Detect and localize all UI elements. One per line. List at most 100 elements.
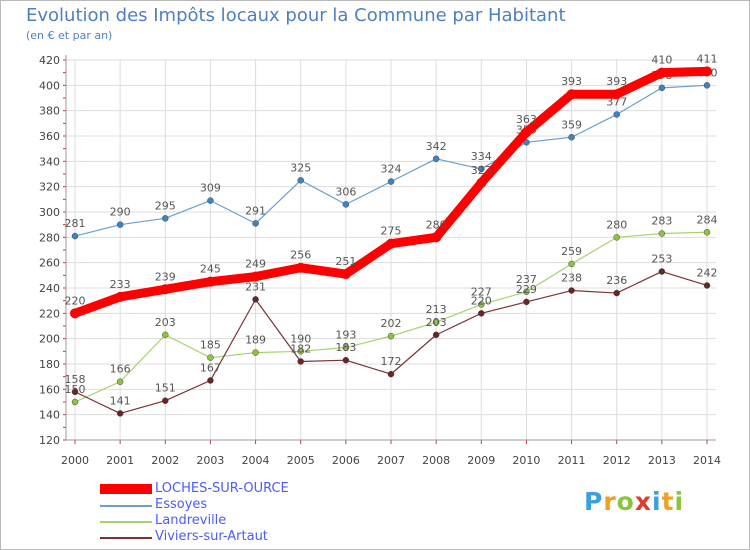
- data-point-loches-sur-ource: [656, 67, 667, 78]
- data-point-essoyes: [432, 155, 440, 163]
- data-point-viviers-sur-artaut: [658, 268, 666, 275]
- data-point-essoyes: [478, 165, 485, 173]
- data-label-essoyes: 377: [606, 95, 627, 108]
- data-point-viviers-sur-artaut: [568, 287, 575, 294]
- data-point-viviers-sur-artaut: [387, 370, 395, 378]
- data-label-essoyes: 309: [200, 182, 221, 195]
- data-label-viviers-sur-artaut: 229: [516, 283, 537, 296]
- data-point-essoyes: [297, 177, 304, 184]
- data-label-landreville: 280: [606, 218, 627, 231]
- y-tick-label: 180: [39, 358, 60, 371]
- data-label-landreville: 185: [200, 339, 221, 352]
- data-point-landreville: [568, 260, 575, 268]
- data-point-loches-sur-ource: [295, 262, 306, 273]
- x-tick-label: 2007: [377, 454, 405, 467]
- data-label-loches-sur-ource: 393: [561, 75, 582, 88]
- data-point-landreville: [658, 230, 666, 237]
- data-label-landreville: 259: [561, 245, 582, 258]
- data-label-essoyes: 281: [65, 217, 86, 230]
- data-point-viviers-sur-artaut: [432, 331, 440, 339]
- data-label-viviers-sur-artaut: 141: [110, 394, 131, 407]
- data-label-viviers-sur-artaut: 203: [426, 316, 447, 329]
- data-label-viviers-sur-artaut: 172: [381, 355, 402, 368]
- y-tick-label: 340: [39, 155, 60, 168]
- data-label-viviers-sur-artaut: 242: [697, 266, 718, 279]
- legend-label-loches: LOCHES-SUR-OURCE: [155, 481, 289, 496]
- data-label-loches-sur-ource: 411: [697, 52, 718, 65]
- data-label-viviers-sur-artaut: 238: [561, 272, 582, 285]
- data-point-viviers-sur-artaut: [478, 310, 485, 317]
- x-tick-label: 2006: [332, 454, 360, 467]
- data-point-landreville: [342, 344, 350, 351]
- data-point-landreville: [297, 348, 304, 355]
- data-point-landreville: [523, 288, 530, 296]
- data-point-essoyes: [116, 221, 124, 228]
- logo-letter: P: [584, 487, 604, 516]
- data-point-viviers-sur-artaut: [207, 377, 214, 384]
- legend-swatch-essoyes: [100, 505, 152, 507]
- data-point-viviers-sur-artaut: [342, 356, 350, 364]
- data-point-essoyes: [207, 197, 214, 204]
- data-label-landreville: 284: [697, 213, 718, 226]
- logo-letter: r: [603, 487, 617, 516]
- data-point-loches-sur-ource: [702, 66, 712, 77]
- y-tick-label: 380: [39, 105, 60, 118]
- data-point-essoyes: [613, 111, 620, 118]
- data-label-viviers-sur-artaut: 182: [290, 342, 311, 355]
- data-point-loches-sur-ource: [386, 238, 396, 249]
- data-label-viviers-sur-artaut: 151: [155, 382, 176, 395]
- data-label-landreville: 227: [471, 285, 492, 298]
- data-point-landreville: [116, 378, 124, 385]
- data-point-essoyes: [658, 84, 666, 92]
- x-tick-label: 2003: [196, 454, 224, 467]
- x-tick-label: 2005: [287, 454, 315, 467]
- logo-letter: o: [616, 487, 635, 516]
- data-label-loches-sur-ource: 280: [426, 218, 447, 231]
- data-label-viviers-sur-artaut: 231: [245, 280, 266, 293]
- data-point-landreville: [71, 398, 79, 406]
- data-point-essoyes: [387, 178, 395, 185]
- data-label-landreville: 203: [155, 316, 176, 329]
- y-tick-label: 300: [39, 206, 60, 219]
- proxiti-logo[interactable]: Proxiti: [584, 487, 684, 516]
- data-label-loches-sur-ource: 245: [200, 263, 221, 276]
- data-point-viviers-sur-artaut: [613, 289, 620, 297]
- data-label-loches-sur-ource: 275: [381, 225, 402, 238]
- data-label-loches-sur-ource: 323: [471, 164, 492, 177]
- data-point-loches-sur-ource: [521, 127, 532, 138]
- x-tick-label: 2014: [693, 454, 721, 467]
- data-point-landreville: [207, 354, 214, 361]
- data-label-essoyes: 359: [561, 118, 582, 131]
- y-tick-label: 240: [39, 282, 60, 295]
- data-point-essoyes: [162, 215, 169, 222]
- data-label-essoyes: 324: [381, 163, 402, 176]
- y-tick-label: 320: [39, 181, 60, 194]
- data-point-loches-sur-ource: [250, 271, 261, 282]
- logo-letter: i: [674, 487, 685, 516]
- data-label-loches-sur-ource: 239: [155, 270, 176, 283]
- data-point-loches-sur-ource: [566, 89, 577, 100]
- data-point-loches-sur-ource: [611, 89, 622, 100]
- data-point-essoyes: [252, 220, 259, 227]
- data-label-landreville: 202: [381, 317, 402, 330]
- data-label-essoyes: 290: [110, 206, 131, 219]
- x-tick-label: 2002: [151, 454, 179, 467]
- data-label-viviers-sur-artaut: 167: [200, 361, 221, 374]
- data-point-landreville: [162, 331, 169, 339]
- data-point-loches-sur-ource: [431, 232, 442, 243]
- data-label-landreville: 193: [335, 329, 356, 342]
- data-point-landreville: [252, 349, 259, 356]
- data-label-viviers-sur-artaut: 158: [65, 373, 86, 386]
- legend-label-viviers: Viviers-sur-Artaut: [155, 529, 268, 544]
- data-point-loches-sur-ource: [205, 276, 216, 287]
- data-point-loches-sur-ource: [160, 284, 171, 295]
- x-tick-label: 2000: [61, 454, 89, 467]
- logo-letter: x: [634, 487, 652, 516]
- data-label-viviers-sur-artaut: 253: [651, 253, 672, 266]
- data-label-landreville: 189: [245, 334, 266, 347]
- legend-label-essoyes: Essoyes: [155, 497, 208, 512]
- y-tick-label: 200: [39, 333, 60, 346]
- data-point-viviers-sur-artaut: [703, 282, 711, 289]
- legend-swatch-viviers: [100, 537, 152, 539]
- x-tick-label: 2001: [106, 454, 134, 467]
